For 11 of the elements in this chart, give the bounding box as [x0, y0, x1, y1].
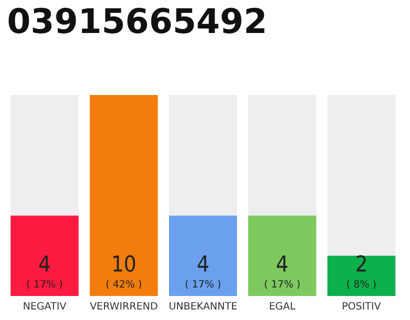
data-label: 4 ( 17% ) [264, 252, 300, 290]
chart-title: 03915665492 [7, 2, 268, 42]
data-label: 4 ( 17% ) [184, 252, 222, 290]
data-label: 2 ( 8% ) [346, 252, 377, 290]
x-tick-label: VERWIRREND [90, 302, 158, 312]
x-tick-label: UNBEKANNTE [168, 302, 238, 312]
data-label: 10 ( 42% ) [106, 252, 142, 290]
x-tick-label: EGAL [268, 302, 296, 312]
data-label: 4 ( 17% ) [26, 252, 63, 290]
x-tick-label: NEGATIV [22, 302, 67, 312]
x-tick-label: POSITIV [342, 302, 382, 312]
